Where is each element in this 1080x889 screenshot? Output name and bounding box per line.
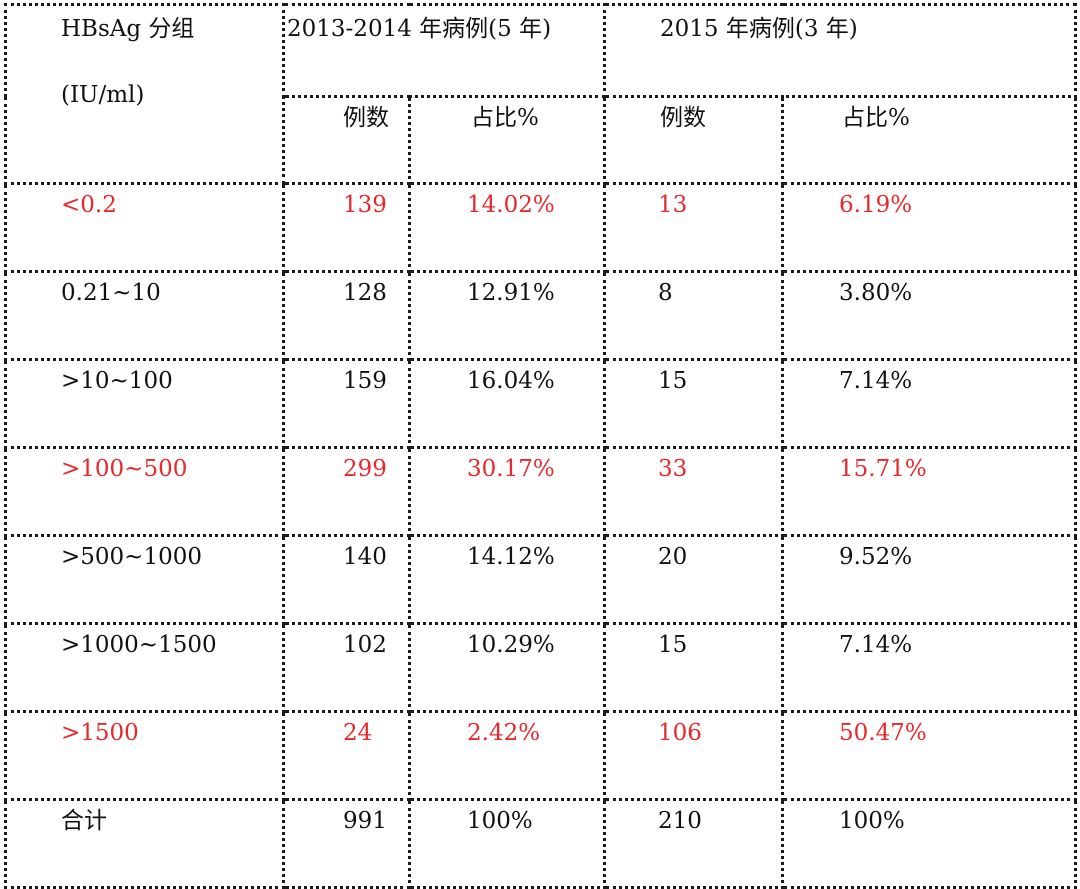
cases-cell-2013-2014: 299 — [282, 446, 411, 537]
table-row: >1500 24 2.42% 106 50.47% — [4, 710, 1078, 801]
table-row: <0.2 139 14.02% 13 6.19% — [4, 182, 1078, 273]
group-cell: >100~500 — [4, 446, 285, 537]
percent-cell-2013-2014: 12.91% — [407, 270, 607, 361]
total-label-cell: 合计 — [4, 798, 285, 889]
percent-header-2015: 占比% — [781, 95, 1078, 185]
percent-cell-2013-2014: 2.42% — [407, 710, 607, 801]
cases-cell-2013-2014: 159 — [282, 358, 411, 449]
percent-cell-2013-2014: 14.12% — [407, 534, 607, 625]
header-row-period: HBsAg 分组 (IU/ml) 2013-2014 年病例(5 年) 2015… — [4, 3, 1078, 185]
cases-cell-2015: 15 — [603, 622, 785, 713]
period-2015-header: 2015 年病例(3 年) — [603, 3, 1078, 98]
percent-cell-2015: 7.14% — [781, 622, 1078, 713]
cases-cell-2015: 13 — [603, 182, 785, 273]
group-header-unit: (IU/ml) — [61, 82, 145, 108]
cases-cell-2015: 15 — [603, 358, 785, 449]
group-header-title: HBsAg 分组 — [61, 16, 195, 42]
cases-cell-2013-2014: 128 — [282, 270, 411, 361]
total-percent-2015: 100% — [781, 798, 1078, 889]
table-row: >10~100 159 16.04% 15 7.14% — [4, 358, 1078, 449]
group-cell: >1500 — [4, 710, 285, 801]
cases-cell-2013-2014: 102 — [282, 622, 411, 713]
period-2013-2014-header: 2013-2014 年病例(5 年) — [281, 3, 607, 98]
cases-cell-2013-2014: 24 — [282, 710, 411, 801]
percent-header-2013-2014: 占比% — [407, 95, 607, 185]
total-cases-2013-2014: 991 — [282, 798, 411, 889]
header-row-sub: 例数 占比% 例数 占比% — [6, 95, 1078, 185]
table-row: 0.21~10 128 12.91% 8 3.80% — [4, 270, 1078, 361]
percent-cell-2015: 50.47% — [781, 710, 1078, 801]
group-cell: <0.2 — [4, 182, 285, 273]
cases-cell-2015: 106 — [603, 710, 785, 801]
percent-cell-2015: 7.14% — [781, 358, 1078, 449]
total-row: 合计 991 100% 210 100% — [4, 798, 1078, 889]
percent-cell-2013-2014: 10.29% — [407, 622, 607, 713]
percent-cell-2015: 15.71% — [781, 446, 1078, 537]
table-row: >500~1000 140 14.12% 20 9.52% — [4, 534, 1078, 625]
cases-cell-2015: 33 — [603, 446, 785, 537]
cases-cell-2015: 20 — [603, 534, 785, 625]
cases-header-2013-2014: 例数 — [282, 95, 411, 185]
group-cell: >500~1000 — [4, 534, 285, 625]
total-cases-2015: 210 — [603, 798, 785, 889]
group-cell: 0.21~10 — [4, 270, 285, 361]
group-header-cell: HBsAg 分组 (IU/ml) — [4, 3, 285, 185]
group-cell: >10~100 — [4, 358, 285, 449]
table-row: >1000~1500 102 10.29% 15 7.14% — [4, 622, 1078, 713]
percent-cell-2013-2014: 30.17% — [407, 446, 607, 537]
percent-cell-2013-2014: 14.02% — [407, 182, 607, 273]
percent-cell-2015: 9.52% — [781, 534, 1078, 625]
cases-cell-2015: 8 — [603, 270, 785, 361]
percent-cell-2015: 3.80% — [781, 270, 1078, 361]
table-row: >100~500 299 30.17% 33 15.71% — [4, 446, 1078, 537]
hbsag-distribution-table: HBsAg 分组 (IU/ml) 2013-2014 年病例(5 年) 2015… — [4, 3, 1078, 889]
cases-cell-2013-2014: 140 — [282, 534, 411, 625]
cases-cell-2013-2014: 139 — [282, 182, 411, 273]
percent-cell-2015: 6.19% — [781, 182, 1078, 273]
total-percent-2013-2014: 100% — [407, 798, 607, 889]
group-cell: >1000~1500 — [4, 622, 285, 713]
cases-header-2015: 例数 — [603, 95, 785, 185]
percent-cell-2013-2014: 16.04% — [407, 358, 607, 449]
